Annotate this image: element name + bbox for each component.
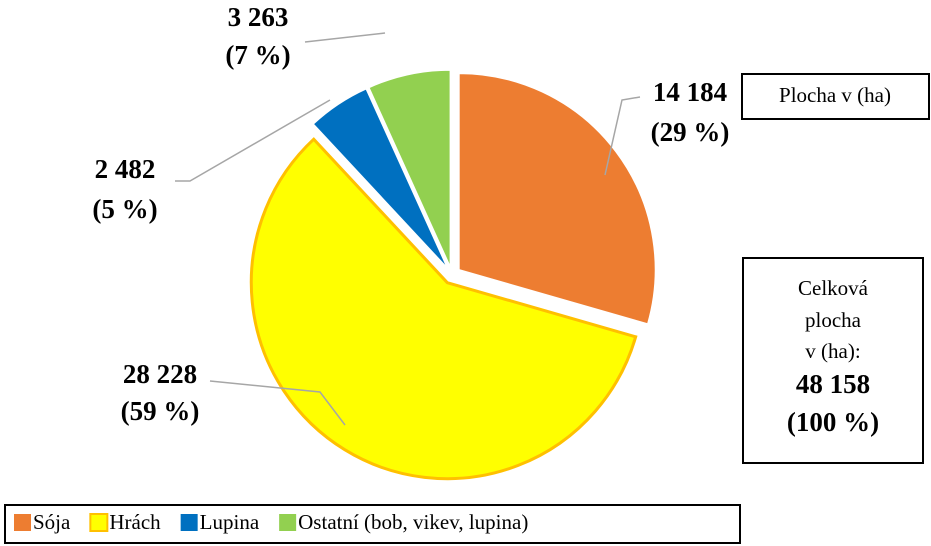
legend-label: Hrách: [109, 510, 161, 534]
total-value: 48 158: [796, 369, 870, 399]
legend-label: Sója: [33, 510, 71, 534]
leader-line: [304, 32, 386, 43]
pie-slice: [368, 69, 451, 267]
data-label: 3 263: [228, 2, 289, 32]
total-text: v (ha):: [805, 339, 860, 363]
percent-label: (5 %): [92, 194, 157, 224]
data-label: 28 228: [123, 359, 197, 389]
legend-swatch: [89, 513, 109, 532]
legend-swatch: [14, 514, 31, 531]
data-label: 2 482: [95, 154, 156, 184]
total-text: Celková: [798, 276, 869, 300]
pie-slice: [312, 88, 448, 268]
total-box: [742, 257, 924, 464]
legend-box: [4, 504, 741, 544]
percent-label: (7 %): [225, 40, 290, 70]
legend-swatch: [279, 514, 297, 531]
legend-label: Lupina: [200, 510, 260, 534]
unit-box: [741, 73, 930, 120]
unit-label: Plocha v (ha): [779, 83, 891, 107]
percent-label: (29 %): [651, 117, 730, 147]
legend-swatch: [180, 514, 198, 531]
legend-label: Ostatní (bob, vikev, lupina): [298, 510, 528, 534]
leader-line: [209, 380, 346, 426]
leader-line: [175, 99, 331, 182]
total-percent: (100 %): [787, 407, 879, 437]
total-text: plocha: [805, 308, 862, 332]
percent-label: (59 %): [121, 396, 200, 426]
pie-slice: [458, 73, 656, 325]
pie-slice: [249, 137, 638, 481]
leader-line: [604, 96, 641, 176]
data-label: 14 184: [653, 77, 727, 107]
